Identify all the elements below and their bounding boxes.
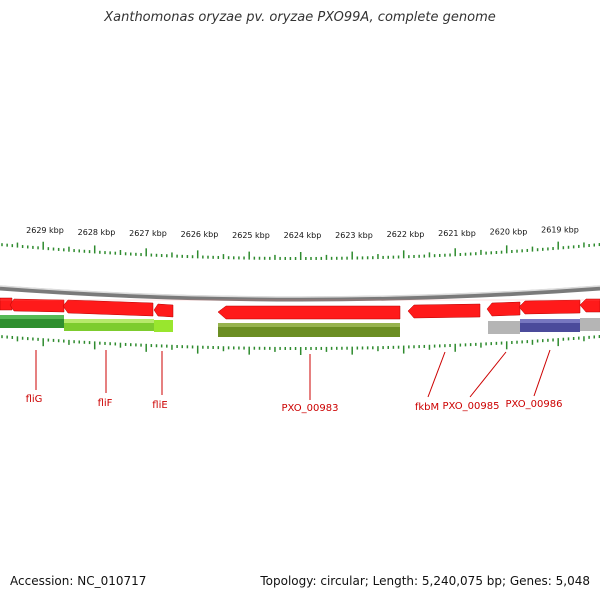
scale-label: 2624 kbp [284,231,322,240]
leader-PXO_00986 [533,349,551,397]
scale-label: 2620 kbp [490,228,528,237]
scale-label: 2625 kbp [232,231,270,240]
scale-label: 2622 kbp [387,230,425,239]
gene-label-PXO_00983[interactable]: PXO_00983 [282,403,339,414]
cds-arrow-right-edge[interactable] [579,298,600,313]
cds-arrow-PXO_00983[interactable] [217,305,401,320]
feature-bar-right-edge[interactable] [580,318,600,331]
gene-label-PXO_00986[interactable]: PXO_00986 [506,399,563,410]
gene-labels: fliG fliF fliE PXO_00983 fkbM PXO_00985 … [26,394,563,414]
gene-label-fliG[interactable]: fliG [26,394,43,405]
cds-track [0,297,600,320]
bottom-tick-ring [1,335,600,355]
genome-summary-text: Topology: circular; Length: 5,240,075 bp… [260,574,590,588]
feature-bar-fliE[interactable] [154,320,173,332]
backbone-ring [0,285,600,302]
leader-PXO_00985 [469,351,507,398]
cds-arrow-fliF[interactable] [62,299,154,317]
cds-arrow-PXO_00985[interactable] [486,301,521,317]
scale-label: 2628 kbp [78,228,116,237]
scale-label: 2626 kbp [181,230,219,239]
gene-label-PXO_00985[interactable]: PXO_00985 [443,401,500,412]
genome-title: Xanthomonas oryzae pv. oryzae PXO99A, co… [104,10,496,25]
scale-label: 2627 kbp [129,229,167,238]
feature-bar-PXO_00985[interactable] [488,321,520,334]
scale-label: 2629 kbp [26,226,64,235]
gene-label-fliE[interactable]: fliE [152,400,167,411]
leader-fkbM [427,351,446,398]
cds-arrow-fliE[interactable] [153,303,174,318]
cds-arrow-left-edge[interactable] [0,297,13,311]
scale-labels: 2629 kbp 2628 kbp 2627 kbp 2626 kbp 2625 kbp… [26,226,579,240]
scale-label: 2623 kbp [335,231,373,240]
gene-label-fkbM[interactable]: fkbM [415,402,439,413]
cds-arrow-fliG[interactable] [9,298,65,313]
scale-label: 2621 kbp [438,229,476,238]
gene-label-fliF[interactable]: fliF [98,398,113,409]
cds-arrow-fkbM[interactable] [407,303,481,319]
feature-track [0,315,600,337]
cds-arrow-PXO_00986[interactable] [518,299,581,315]
accession-text: Accession: NC_010717 [10,574,147,588]
gene-leader-lines [35,349,551,400]
top-tick-ring [1,241,600,260]
scale-label: 2619 kbp [541,226,579,235]
